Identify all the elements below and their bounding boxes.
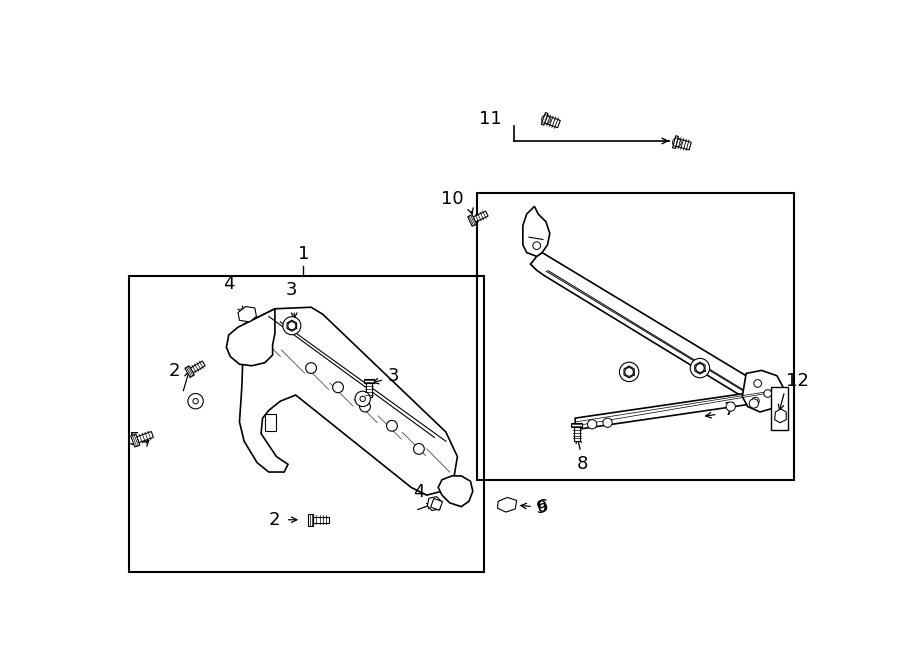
Circle shape: [752, 397, 760, 405]
Text: 9: 9: [536, 499, 548, 517]
Polygon shape: [227, 309, 274, 366]
Circle shape: [306, 363, 317, 373]
Circle shape: [764, 389, 771, 397]
Text: 7: 7: [723, 401, 734, 420]
Text: 3: 3: [286, 281, 298, 299]
Circle shape: [288, 322, 296, 330]
Circle shape: [193, 399, 198, 404]
Polygon shape: [498, 498, 517, 512]
Circle shape: [360, 401, 371, 412]
Polygon shape: [473, 211, 488, 222]
Text: 4: 4: [413, 483, 425, 501]
Polygon shape: [431, 498, 443, 510]
Polygon shape: [130, 434, 140, 447]
Text: 4: 4: [223, 276, 235, 293]
Polygon shape: [137, 432, 153, 443]
Text: 6: 6: [536, 498, 548, 516]
Text: 11: 11: [480, 110, 502, 128]
Circle shape: [696, 364, 705, 372]
Circle shape: [355, 391, 371, 407]
Polygon shape: [438, 476, 473, 507]
Circle shape: [413, 444, 424, 454]
Circle shape: [588, 420, 597, 429]
Text: 2: 2: [269, 511, 280, 529]
Bar: [770, 387, 788, 430]
Polygon shape: [238, 307, 256, 322]
Bar: [477, 193, 794, 480]
Circle shape: [188, 393, 203, 409]
Polygon shape: [775, 409, 787, 423]
Text: 1: 1: [298, 245, 309, 262]
Polygon shape: [239, 307, 457, 495]
Polygon shape: [308, 514, 313, 525]
Polygon shape: [672, 136, 679, 149]
Text: 3: 3: [388, 367, 400, 385]
Polygon shape: [676, 139, 691, 150]
Polygon shape: [523, 206, 550, 256]
Polygon shape: [541, 112, 548, 125]
Circle shape: [726, 402, 735, 411]
Circle shape: [360, 396, 365, 402]
Text: 12: 12: [787, 372, 809, 390]
Polygon shape: [742, 370, 783, 412]
Polygon shape: [364, 379, 374, 383]
Polygon shape: [530, 253, 758, 399]
Circle shape: [690, 358, 710, 378]
Text: 10: 10: [441, 190, 464, 208]
Circle shape: [533, 242, 541, 249]
Polygon shape: [191, 361, 205, 373]
Circle shape: [283, 317, 301, 334]
Polygon shape: [575, 389, 770, 430]
Text: 2: 2: [169, 362, 181, 379]
Circle shape: [754, 379, 761, 387]
Circle shape: [333, 382, 344, 393]
Polygon shape: [572, 422, 582, 428]
Polygon shape: [313, 517, 328, 523]
Polygon shape: [428, 496, 441, 510]
Polygon shape: [544, 116, 561, 128]
Polygon shape: [184, 366, 194, 377]
Circle shape: [625, 368, 634, 376]
Circle shape: [387, 420, 397, 431]
Circle shape: [603, 418, 612, 428]
Bar: [265, 414, 275, 431]
Text: 5: 5: [128, 431, 140, 449]
Bar: [129, 276, 484, 572]
Polygon shape: [468, 215, 477, 226]
Polygon shape: [366, 383, 372, 397]
Polygon shape: [574, 428, 580, 442]
Circle shape: [619, 362, 639, 381]
Circle shape: [749, 399, 759, 408]
Text: 8: 8: [577, 455, 589, 473]
